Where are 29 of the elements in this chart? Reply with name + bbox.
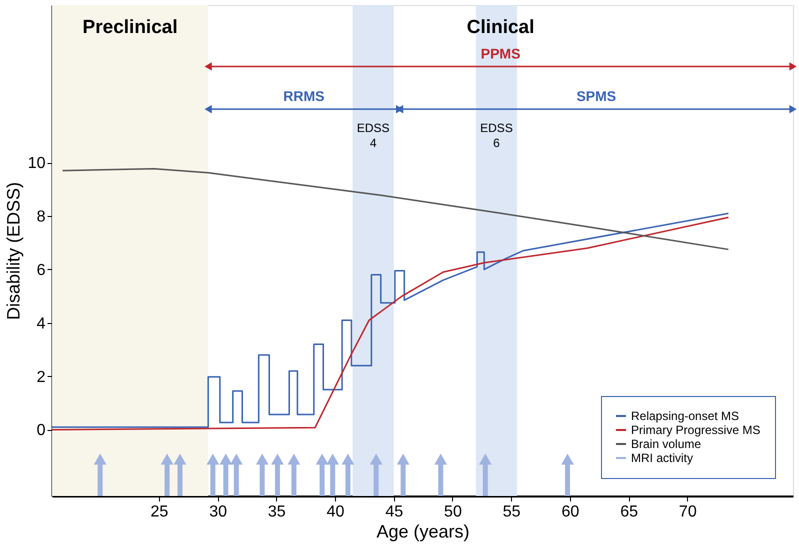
legend-label: Relapsing-onset MS <box>631 409 740 423</box>
x-axis-title: Age (years) <box>376 522 470 542</box>
legend-label: MRI activity <box>631 451 694 465</box>
x-tick-label: 65 <box>620 504 638 520</box>
y-tick-label: 8 <box>36 208 46 226</box>
y-axis-title: Disability (EDSS) <box>4 182 24 320</box>
series-label: RRMS <box>283 88 325 104</box>
x-tick-label: 60 <box>561 504 580 520</box>
band-label: EDSS 6 <box>480 121 513 150</box>
x-tick-label: 40 <box>326 504 345 520</box>
y-tick-label: 4 <box>36 315 46 332</box>
annotation: Clinical <box>466 17 534 38</box>
x-tick-label: 25 <box>150 504 168 520</box>
legend-label: Primary Progressive MS <box>631 423 760 437</box>
y-tick-label: 2 <box>36 368 46 386</box>
annotation: Preclinical <box>82 17 178 38</box>
x-tick-label: 30 <box>209 504 228 520</box>
x-tick-label: 55 <box>502 504 521 520</box>
x-tick-label: 50 <box>444 504 462 520</box>
y-tick-label: 6 <box>36 262 46 279</box>
band-label: EDSS 4 <box>356 121 390 150</box>
x-tick-label: 35 <box>268 504 286 520</box>
y-tick-label: 10 <box>28 155 46 172</box>
x-tick-label: 45 <box>385 504 404 520</box>
legend-label: Brain volume <box>631 437 702 451</box>
x-tick-label: 70 <box>678 504 697 520</box>
series-label: PPMS <box>480 45 520 62</box>
y-tick-label: 0 <box>36 422 46 440</box>
series-label: SPMS <box>576 88 616 104</box>
